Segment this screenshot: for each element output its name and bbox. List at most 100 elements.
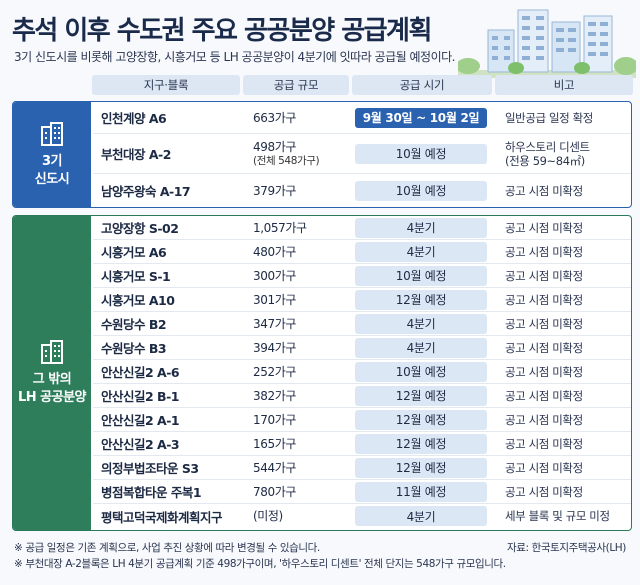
note: 공고 시점 미확정	[505, 292, 583, 307]
section-label-text: 3기 신도시	[34, 153, 70, 187]
block-name: 시흥거모 A10	[101, 293, 175, 308]
supply-scale-sub: (전체 548가구)	[253, 154, 320, 167]
supply-time: 4분기	[355, 506, 487, 526]
page-title: 추석 이후 수도권 주요 공공분양 공급계획	[12, 16, 432, 46]
note: 공고 시점 미확정	[505, 388, 583, 403]
note: 공고 시점 미확정	[505, 364, 583, 379]
header-time: 공급 시기	[352, 75, 492, 95]
section-label: 그 밖의 LH 공공분양	[13, 216, 91, 530]
supply-scale: 300가구	[253, 268, 296, 283]
supply-time: 12월 예정	[355, 433, 487, 454]
supply-scale: 544가구	[253, 460, 296, 475]
note: 세부 블록 및 규모 미정	[505, 509, 610, 523]
table-row: 남양주왕숙 A-17 379가구 10월 예정 공고 시점 미확정	[93, 174, 631, 207]
block-name: 수원당수 B2	[101, 317, 167, 332]
note: 공고 시점 미확정	[505, 268, 583, 283]
supply-time: 4분기	[355, 241, 487, 262]
supply-scale: (미정)	[253, 509, 283, 523]
supply-scale: 301가구	[253, 292, 296, 307]
supply-time: 4분기	[355, 313, 487, 334]
header-name: 지구·블록	[92, 75, 240, 95]
table-row: 인천계양 A6 663가구 9월 30일 ~ 10월 2일 일반공급 일정 확정	[93, 102, 631, 134]
table-row: 수원당수 B2 347가구 4분기 공고 시점 미확정	[93, 312, 631, 336]
header-note: 비고	[495, 75, 633, 95]
block-name: 시흥거모 A6	[101, 245, 167, 260]
block-name: 부천대장 A-2	[101, 147, 171, 162]
note: 공고 시점 미확정	[505, 183, 583, 198]
supply-time: 10월 예정	[355, 180, 487, 201]
supply-time: 12월 예정	[355, 385, 487, 406]
note: 공고 시점 미확정	[505, 412, 583, 427]
note-sub: (전용 59~84㎡)	[505, 153, 585, 168]
note: 공고 시점 미확정	[505, 316, 583, 331]
footnote: ※ 부천대장 A-2블록은 LH 4분기 공급계획 기준 498가구이며, '하…	[14, 558, 506, 570]
note: 일반공급 일정 확정	[505, 110, 593, 125]
supply-scale: 480가구	[253, 244, 296, 259]
section-label: 3기 신도시	[13, 102, 91, 207]
supply-scale: 780가구	[253, 484, 296, 499]
note: 하우스토리 디센트 (전용 59~84㎡)	[505, 139, 590, 168]
supply-scale: 347가구	[253, 316, 296, 331]
supply-scale: 170가구	[253, 412, 296, 427]
supply-scale: 165가구	[253, 436, 296, 451]
supply-scale: 1,057가구	[253, 220, 307, 235]
buildings-illustration	[458, 9, 636, 78]
table-row: 부천대장 A-2 498가구 (전체 548가구) 10월 예정 하우스토리 디…	[93, 134, 631, 174]
block-name: 평택고덕국제화계획지구	[101, 509, 223, 525]
note: 공고 시점 미확정	[505, 436, 583, 451]
supply-time: 10월 예정	[355, 265, 487, 286]
supply-scale: 498가구 (전체 548가구)	[243, 140, 351, 168]
supply-time: 4분기	[355, 217, 487, 238]
supply-scale: 379가구	[253, 183, 296, 198]
supply-time: 12월 예정	[355, 409, 487, 430]
block-name: 안산신길2 B-1	[101, 389, 179, 404]
table-row: 안산신길2 B-1 382가구 12월 예정 공고 시점 미확정	[93, 384, 631, 408]
table-row: 평택고덕국제화계획지구 (미정) 4분기 세부 블록 및 규모 미정	[93, 504, 631, 528]
block-name: 안산신길2 A-3	[101, 437, 180, 452]
block-name: 안산신길2 A-6	[101, 365, 180, 380]
supply-time: 9월 30일 ~ 10월 2일	[355, 107, 487, 128]
supply-time: 10월 예정	[355, 361, 487, 382]
block-name: 수원당수 B3	[101, 341, 167, 356]
section-other-lh: 그 밖의 LH 공공분양 고양장항 S-02 1,057가구 4분기 공고 시점 미확정…	[12, 215, 632, 531]
supply-time: 10월 예정	[355, 143, 487, 164]
source-credit: 자료: 한국토지주택공사(LH)	[506, 542, 626, 554]
table-row: 안산신길2 A-1 170가구 12월 예정 공고 시점 미확정	[93, 408, 631, 432]
header-scale: 공급 규모	[243, 75, 349, 95]
footnote: ※ 공급 일정은 기존 계획으로, 사업 추진 상황에 따라 변경될 수 있습니…	[14, 542, 320, 554]
table-row: 안산신길2 A-6 252가구 10월 예정 공고 시점 미확정	[93, 360, 631, 384]
table-header: 지구·블록 공급 규모 공급 시기 비고	[92, 75, 636, 95]
table-row: 시흥거모 A10 301가구 12월 예정 공고 시점 미확정	[93, 288, 631, 312]
supply-time: 12월 예정	[355, 289, 487, 310]
block-name: 시흥거모 S-1	[101, 269, 171, 284]
section-3rd-new-towns: 3기 신도시 인천계양 A6 663가구 9월 30일 ~ 10월 2일 일반공급…	[12, 101, 632, 208]
supply-scale: 394가구	[253, 340, 296, 355]
supply-time: 12월 예정	[355, 457, 487, 478]
block-name: 고양장항 S-02	[101, 221, 179, 236]
block-name: 의정부법조타운 S3	[101, 461, 199, 476]
table-row: 고양장항 S-02 1,057가구 4분기 공고 시점 미확정	[93, 216, 631, 240]
block-name: 인천계양 A6	[101, 111, 167, 126]
table-row: 안산신길2 A-3 165가구 12월 예정 공고 시점 미확정	[93, 432, 631, 456]
building-icon	[41, 121, 63, 146]
supply-time: 11월 예정	[355, 481, 487, 502]
table-row: 의정부법조타운 S3 544가구 12월 예정 공고 시점 미확정	[93, 456, 631, 480]
supply-scale: 663가구	[253, 110, 296, 125]
note: 공고 시점 미확정	[505, 220, 583, 235]
table-row: 수원당수 B3 394가구 4분기 공고 시점 미확정	[93, 336, 631, 360]
footnotes: ※ 공급 일정은 기존 계획으로, 사업 추진 상황에 따라 변경될 수 있습니…	[14, 540, 506, 572]
table-row: 병점복합타운 주복1 780가구 11월 예정 공고 시점 미확정	[93, 480, 631, 504]
note: 공고 시점 미확정	[505, 340, 583, 355]
table-row: 시흥거모 S-1 300가구 10월 예정 공고 시점 미확정	[93, 264, 631, 288]
supply-scale: 252가구	[253, 364, 296, 379]
note: 공고 시점 미확정	[505, 460, 583, 475]
supply-time: 4분기	[355, 337, 487, 358]
building-icon	[41, 340, 63, 364]
block-name: 안산신길2 A-1	[101, 413, 180, 428]
block-name: 병점복합타운 주복1	[101, 485, 202, 500]
block-name: 남양주왕숙 A-17	[101, 184, 191, 199]
note: 공고 시점 미확정	[505, 244, 583, 259]
supply-scale: 382가구	[253, 388, 296, 403]
section-label-text: 그 밖의 LH 공공분양	[17, 372, 87, 405]
table-row: 시흥거모 A6 480가구 4분기 공고 시점 미확정	[93, 240, 631, 264]
